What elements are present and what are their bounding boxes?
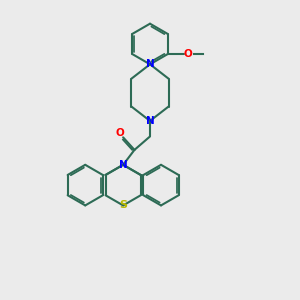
Text: O: O [183, 49, 192, 59]
Text: N: N [146, 116, 154, 126]
Text: S: S [119, 200, 127, 210]
Text: O: O [116, 128, 124, 139]
Text: N: N [146, 59, 154, 69]
Text: N: N [119, 160, 128, 170]
